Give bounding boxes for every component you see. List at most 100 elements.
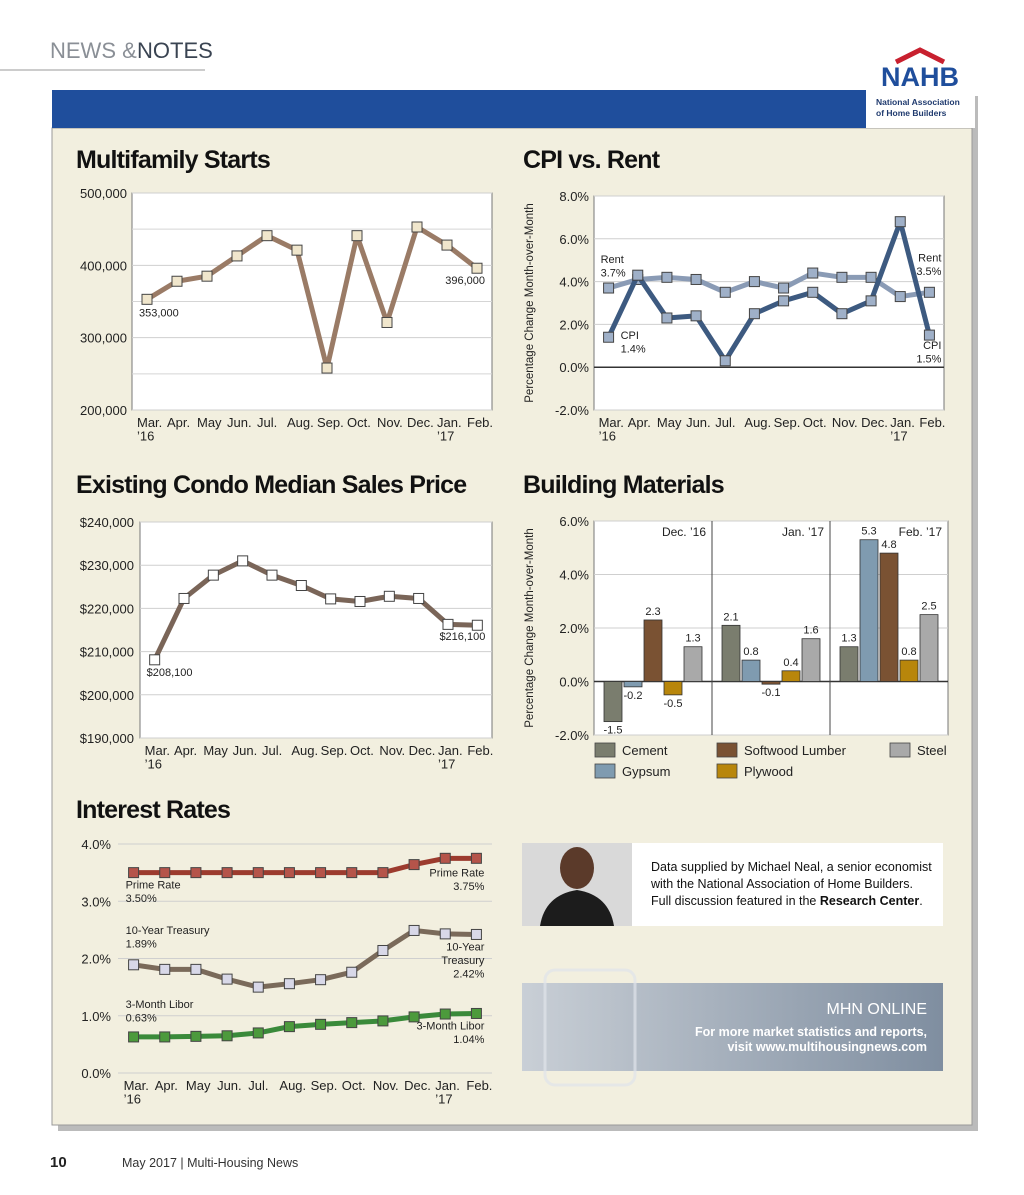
marker	[411, 221, 423, 233]
marker	[807, 286, 819, 298]
value-label: 2.1	[723, 611, 738, 623]
x-tick-label: Jun.	[227, 415, 252, 430]
x-tick-label: Sep.	[317, 415, 344, 430]
y-tick-label: 0.0%	[559, 360, 589, 375]
line	[606, 219, 932, 364]
marker	[315, 867, 327, 879]
x-tick-label: Apr.	[167, 415, 190, 430]
value-label: Rent 3.7%	[601, 254, 626, 280]
bar	[859, 539, 879, 682]
marker	[439, 852, 451, 864]
marker	[690, 273, 702, 285]
x-tick-label: Sep.	[311, 1078, 338, 1093]
promo-text: visit www.multihousingnews.com	[727, 1040, 927, 1054]
marker	[178, 592, 190, 604]
marker	[408, 859, 420, 871]
marker	[283, 1021, 295, 1033]
y-tick-label: $240,000	[80, 515, 134, 530]
legend-swatch	[716, 763, 738, 779]
x-tick-label: Nov.	[379, 743, 405, 758]
legend-label: Steel	[917, 743, 947, 758]
marker	[778, 295, 790, 307]
x-tick-label: Mar. ’16	[124, 1078, 149, 1107]
value-label: 1.3	[685, 633, 700, 645]
y-axis-title: Percentage Change Month-over-Month	[524, 528, 536, 727]
marker	[923, 329, 935, 341]
value-label: Prime Rate 3.75%	[429, 867, 484, 893]
value-label: 10-Year Treasury 2.42%	[441, 941, 484, 980]
x-tick-label: Dec.	[407, 415, 434, 430]
logo-tagline: of Home Builders	[876, 108, 947, 118]
value-label: 3-Month Libor 1.04%	[417, 1020, 485, 1046]
marker	[266, 569, 278, 581]
y-tick-label: 500,000	[80, 186, 127, 201]
value-label: 3-Month Libor 0.63%	[126, 999, 194, 1025]
marker	[377, 944, 389, 956]
x-tick-label: Aug.	[279, 1078, 306, 1093]
marker	[413, 592, 425, 604]
x-tick-label: Dec.	[409, 743, 436, 758]
bar	[781, 670, 801, 682]
chart-title: Interest Rates	[76, 796, 230, 824]
value-label: 396,000	[445, 275, 485, 287]
marker	[291, 244, 303, 256]
group-label: Jan. ’17	[782, 525, 824, 539]
marker	[315, 974, 327, 986]
bar	[683, 646, 703, 682]
x-tick-label: Feb.	[466, 1078, 492, 1093]
value-label: CPI 1.5%	[916, 340, 941, 366]
y-tick-label: 2.0%	[81, 952, 111, 967]
marker	[441, 239, 453, 251]
x-tick-label: Apr.	[174, 743, 197, 758]
marker	[221, 1030, 233, 1042]
marker	[778, 282, 790, 294]
value-label: CPI 1.4%	[621, 330, 646, 356]
marker	[295, 580, 307, 592]
value-label: -0.2	[624, 690, 643, 702]
y-tick-label: $190,000	[80, 731, 134, 746]
marker	[283, 978, 295, 990]
band	[52, 90, 972, 128]
x-tick-label: Feb.	[467, 415, 493, 430]
marker	[748, 276, 760, 288]
section-label: NEWS &	[50, 38, 137, 63]
marker	[719, 286, 731, 298]
x-tick-label: May	[186, 1078, 211, 1093]
value-label: 4.8	[881, 539, 896, 551]
marker	[315, 1018, 327, 1030]
marker	[377, 867, 389, 879]
chart-title: Building Materials	[523, 471, 724, 499]
x-tick-label: Nov.	[377, 415, 403, 430]
x-tick-label: Jun.	[233, 743, 258, 758]
marker	[128, 867, 140, 879]
chart-title: Multifamily Starts	[76, 146, 270, 174]
credit-link: Research Center	[819, 894, 920, 908]
x-tick-label: Nov.	[373, 1078, 399, 1093]
issue: May 2017 | Multi-Housing News	[122, 1156, 298, 1170]
legend-swatch	[889, 742, 911, 758]
marker	[346, 867, 358, 879]
y-tick-label: $220,000	[80, 601, 134, 616]
marker	[603, 331, 615, 343]
x-tick-label: Jul.	[248, 1078, 268, 1093]
marker	[470, 928, 482, 940]
marker	[690, 310, 702, 322]
value-label: Rent 3.5%	[916, 252, 941, 278]
plot-area	[139, 521, 493, 739]
chart-title: CPI vs. Rent	[523, 146, 661, 174]
bar	[663, 681, 683, 696]
x-tick-label: Jul.	[262, 743, 282, 758]
y-tick-label: 3.0%	[81, 894, 111, 909]
x-tick-label: Jan. ’17	[437, 415, 462, 444]
marker	[159, 963, 171, 975]
x-tick-label: Sep.	[774, 415, 801, 430]
page-number: 10	[50, 1154, 67, 1171]
value-label: 0.8	[743, 646, 758, 658]
y-tick-label: 0.0%	[81, 1066, 111, 1081]
value-label: -1.5	[604, 725, 623, 737]
marker	[661, 312, 673, 324]
legend-swatch	[594, 742, 616, 758]
value-label: -0.1	[762, 687, 781, 699]
